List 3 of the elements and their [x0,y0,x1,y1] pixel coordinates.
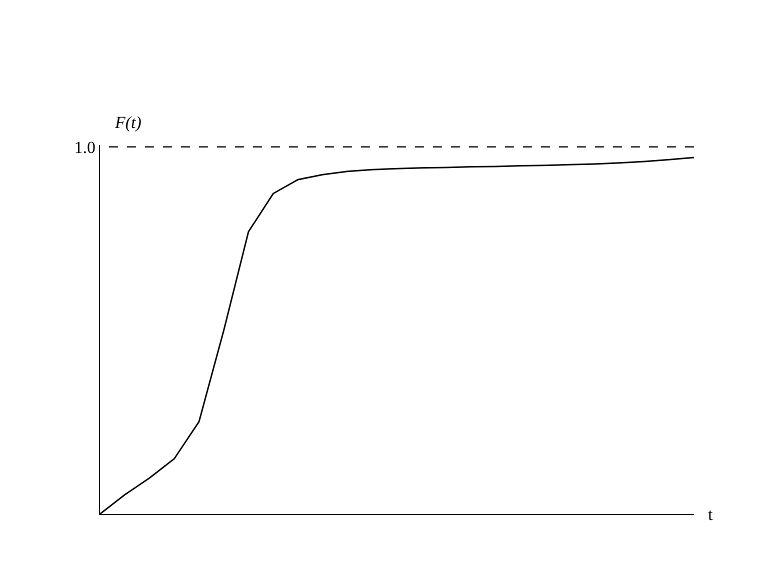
ref-line-label: 1.0 [74,138,96,157]
x-axis-title: t [708,505,713,524]
y-axis-title: F(t) [114,113,142,132]
